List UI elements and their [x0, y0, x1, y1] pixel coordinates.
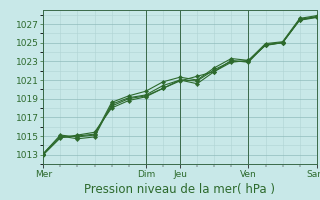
X-axis label: Pression niveau de la mer( hPa ): Pression niveau de la mer( hPa ): [84, 183, 276, 196]
